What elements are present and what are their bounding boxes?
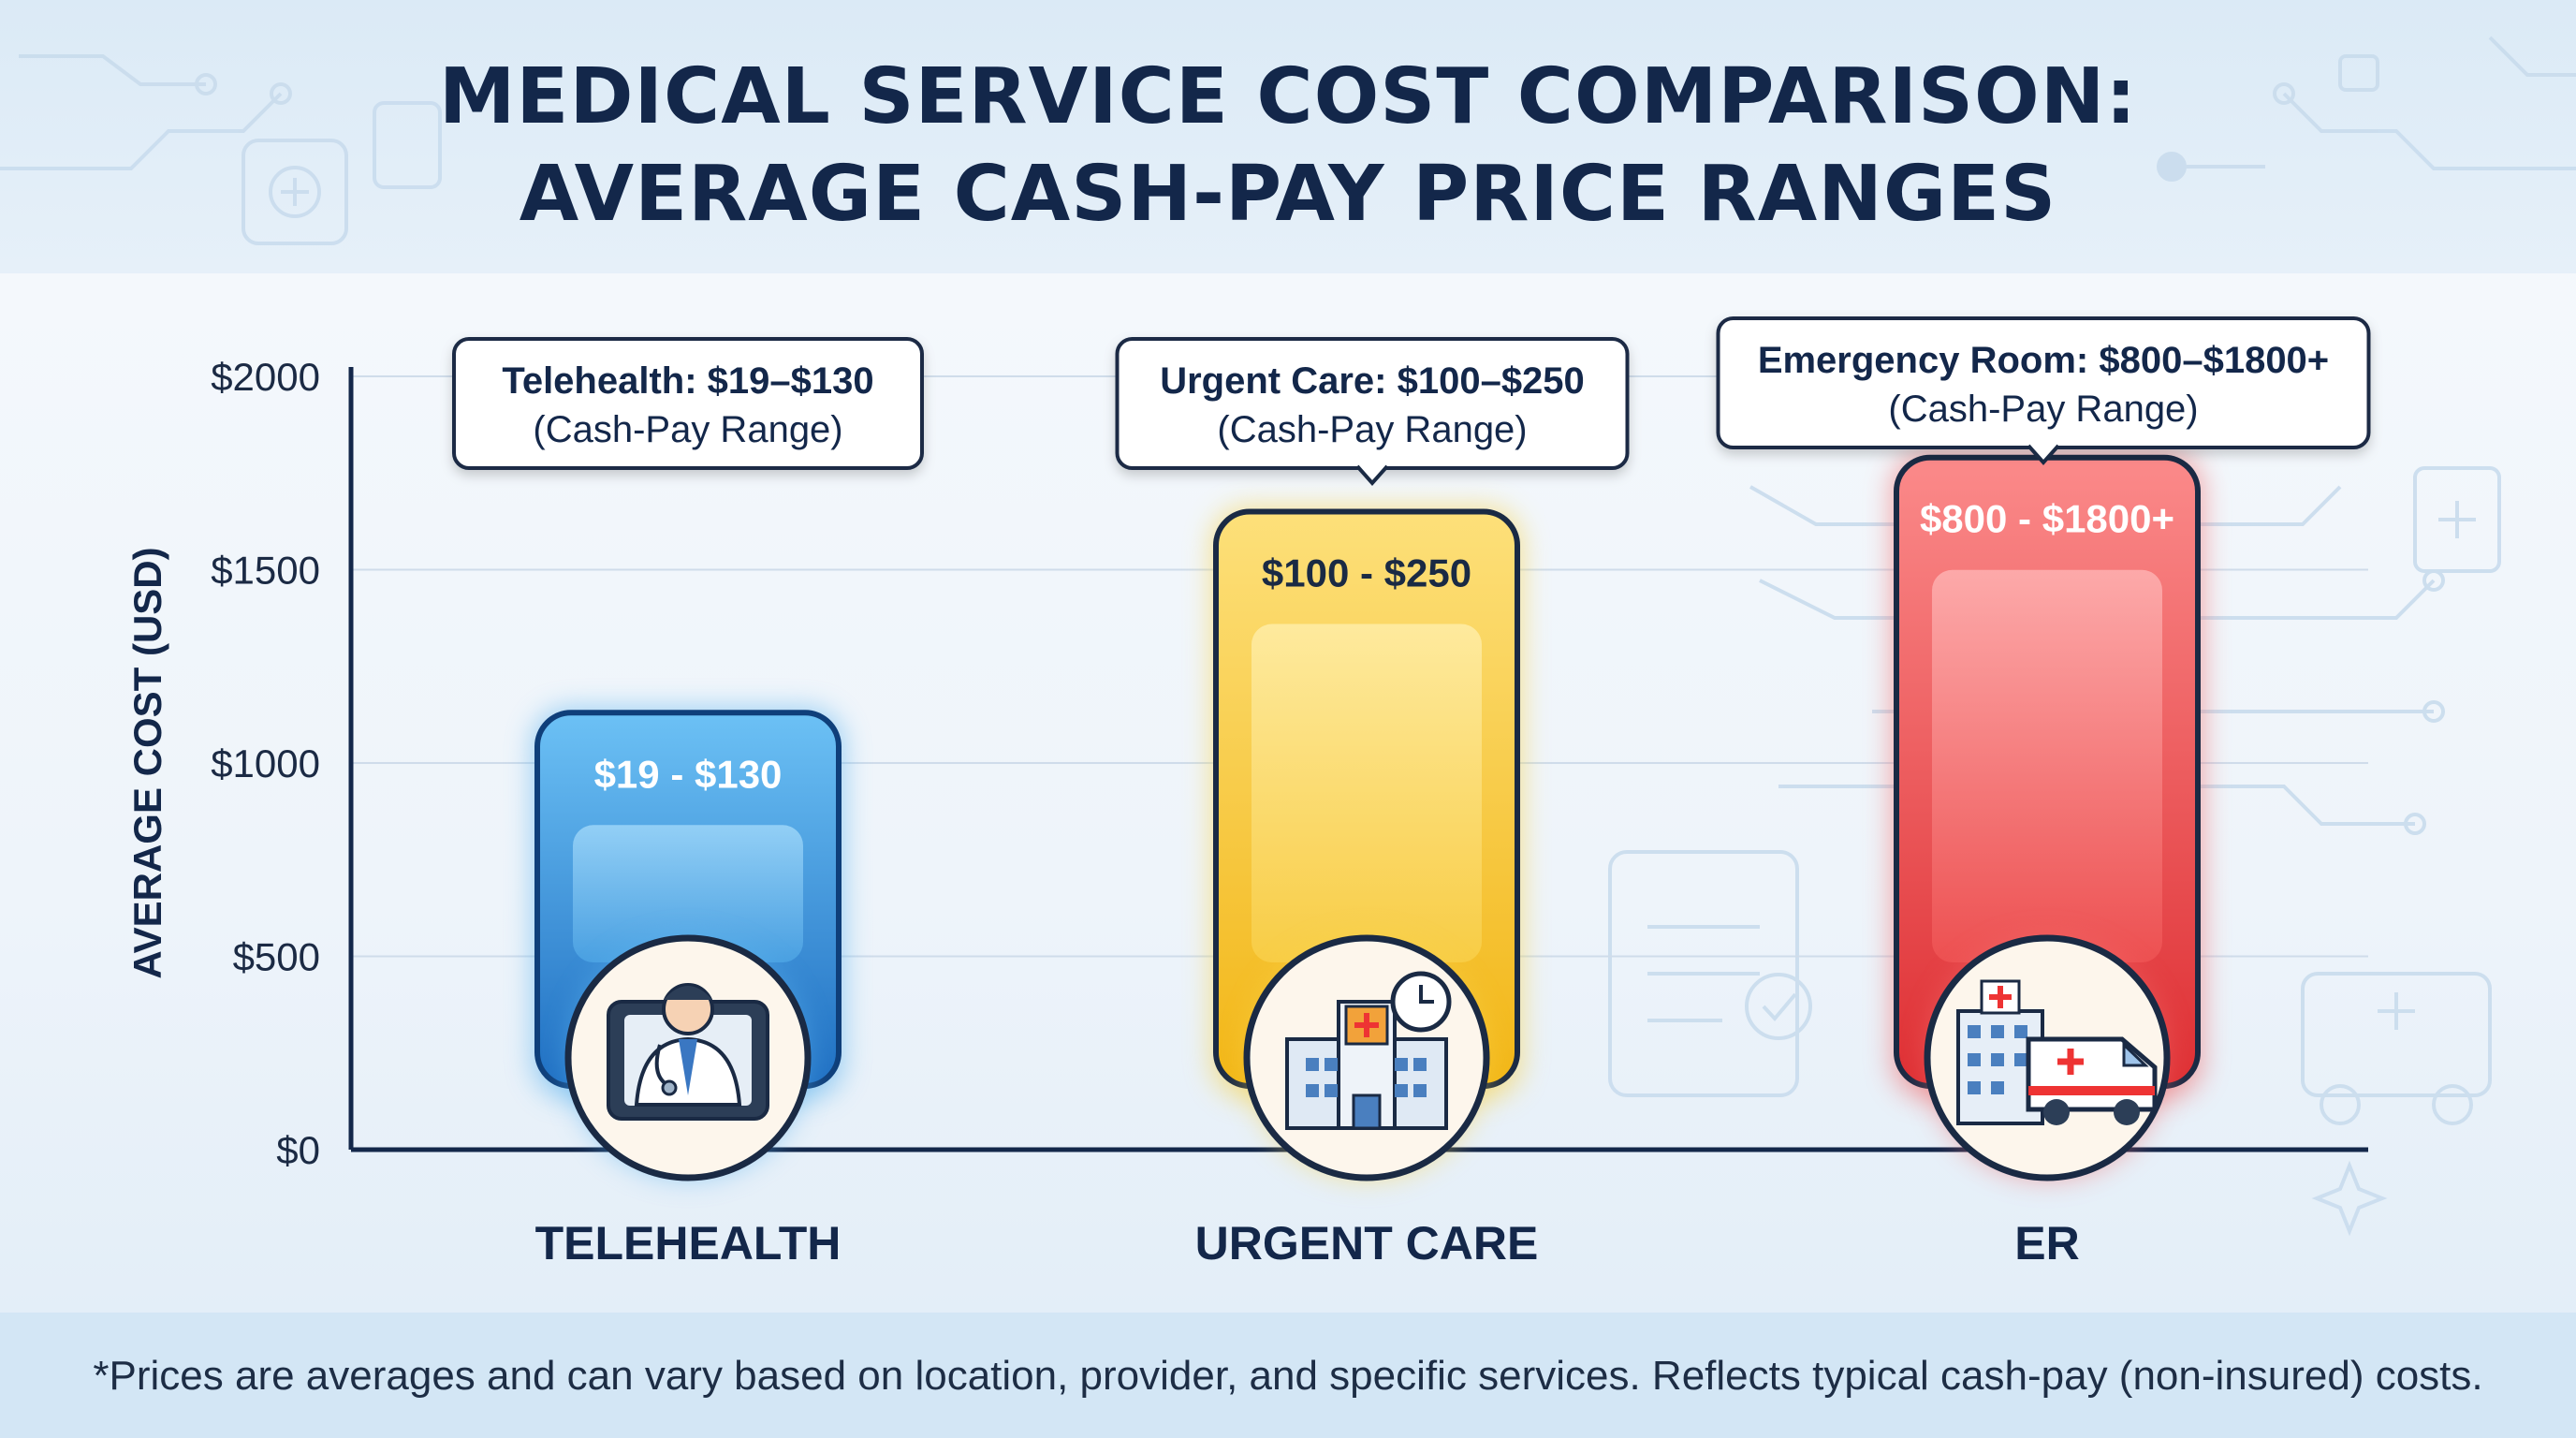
chart-area: $0 $500 $1000 $1500 $2000 AVERAGE COST (USD) $…: [125, 316, 2371, 1269]
callout-subtext: (Cash-Pay Range): [1217, 409, 1527, 450]
bar-value-label: $800 - $1800+: [1920, 497, 2174, 541]
window: [1991, 1025, 2004, 1038]
ambulance-window: [2122, 1041, 2149, 1067]
chart-title: MEDICAL SERVICE COST COMPARISON: AVERAGE…: [0, 49, 2576, 243]
window: [2014, 1053, 2027, 1066]
window: [1968, 1053, 1981, 1066]
category-label: TELEHEALTH: [535, 1217, 842, 1269]
door: [1352, 1093, 1382, 1130]
y-tick-label: $2000: [211, 355, 320, 399]
callout-pointer: [2027, 444, 2060, 466]
chart-title-line-1: MEDICAL SERVICE COST COMPARISON:: [438, 52, 2138, 141]
category-label: URGENT CARE: [1195, 1217, 1539, 1269]
red-cross: [1354, 1013, 1379, 1037]
window: [1325, 1058, 1338, 1071]
window: [1991, 1081, 2004, 1094]
footnote: *Prices are averages and can vary based …: [93, 1353, 2483, 1399]
clinic-sign: [1344, 1005, 1389, 1046]
window: [1413, 1084, 1427, 1097]
callout-subtext: (Cash-Pay Range): [1888, 389, 2198, 430]
red-cross: [1989, 986, 2012, 1008]
callout-heading: Telehealth: $19–$130: [502, 360, 873, 402]
header-background: [0, 0, 2576, 273]
callout-heading: Emergency Room: $800–$1800+: [1758, 340, 2329, 381]
clock-hands: [1419, 985, 1434, 1004]
bar-inner-panel: [1932, 569, 2162, 962]
doctor-tie: [679, 1039, 697, 1095]
window: [2014, 1025, 2027, 1038]
y-tick-label: $500: [233, 935, 320, 979]
window: [1395, 1084, 1408, 1097]
window: [1991, 1053, 2004, 1066]
bar-group-telehealth: $19 - $130 TELEHEALTH: [532, 707, 844, 1269]
window: [1968, 1081, 1981, 1094]
window: [1413, 1058, 1427, 1071]
bar-value-label: $100 - $250: [1262, 551, 1471, 595]
wheel: [2043, 1099, 2070, 1125]
category-label: ER: [2014, 1217, 2079, 1269]
callout-box: [452, 337, 924, 470]
ambulance-cross: [2057, 1049, 2084, 1075]
footer-background: [0, 1313, 2576, 1438]
doctor-hair: [664, 986, 712, 1000]
wheel: [2114, 1099, 2140, 1125]
bar-group-urgent-care: $100 - $250 URGENT CARE: [1195, 506, 1539, 1269]
y-tick-label: $1500: [211, 549, 320, 593]
window: [1395, 1058, 1408, 1071]
doctor-on-tablet-icon: [564, 934, 812, 1181]
callout-er: Emergency Room: $800–$1800+ (Cash-Pay Ran…: [1716, 316, 2371, 466]
callout-pointer: [1355, 464, 1389, 487]
callout-telehealth: Telehealth: $19–$130 (Cash-Pay Range): [452, 337, 924, 470]
window: [1306, 1058, 1319, 1071]
stethoscope-head: [661, 1079, 678, 1096]
y-tick-label: $1000: [211, 741, 320, 785]
ambulance-body: [2026, 1036, 2158, 1112]
clinic-building-with-clock-icon: [1243, 934, 1490, 1181]
window: [1325, 1084, 1338, 1097]
callout-subtext: (Cash-Pay Range): [533, 409, 842, 450]
hospital-with-ambulance-icon: [1924, 934, 2171, 1181]
window: [1968, 1025, 1981, 1038]
bar-inner-panel: [1251, 624, 1482, 962]
callout-urgent-care: Urgent Care: $100–$250 (Cash-Pay Range): [1115, 337, 1630, 487]
y-tick-label: $0: [276, 1128, 320, 1172]
y-axis-title: AVERAGE COST (USD): [125, 547, 169, 978]
window: [1306, 1084, 1319, 1097]
ambulance-stripe: [2028, 1086, 2155, 1095]
callout-heading: Urgent Care: $100–$250: [1160, 360, 1585, 402]
chart-title-line-2: AVERAGE CASH-PAY PRICE RANGES: [519, 150, 2057, 239]
bar-value-label: $19 - $130: [594, 752, 783, 796]
bar-inner-panel: [573, 825, 803, 962]
bar-group-er: $800 - $1800+ ER: [1891, 451, 2203, 1269]
